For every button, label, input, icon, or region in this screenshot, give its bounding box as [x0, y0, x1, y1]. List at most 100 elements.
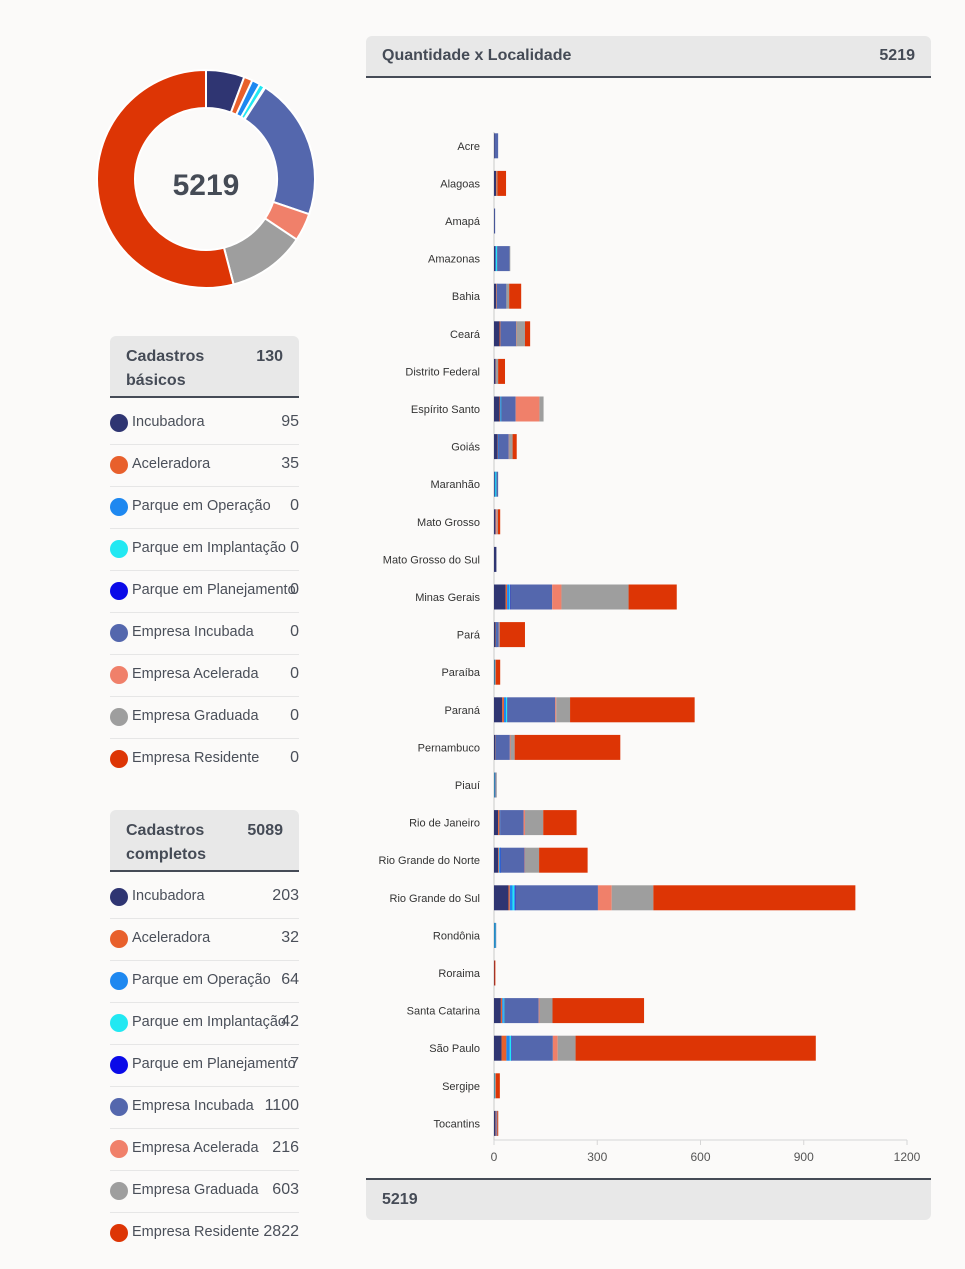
bar-segment[interactable] [500, 810, 524, 836]
bar-segment[interactable] [552, 998, 645, 1024]
bar-segment[interactable] [510, 584, 553, 610]
bar-segment[interactable] [509, 1035, 512, 1061]
bar-segment[interactable] [494, 734, 496, 760]
bar-segment[interactable] [498, 434, 509, 460]
bar-segment[interactable] [494, 584, 506, 610]
bar-segment[interactable] [506, 697, 508, 723]
bar-segment[interactable] [509, 734, 511, 760]
bar-segment[interactable] [496, 509, 497, 535]
bar-segment[interactable] [494, 434, 498, 460]
bar-segment[interactable] [494, 170, 497, 196]
bar-segment[interactable] [494, 1073, 496, 1099]
bar-segment[interactable] [496, 471, 499, 497]
list-item[interactable]: Empresa Residente 2822 [110, 1213, 299, 1254]
list-item[interactable]: Parque em Planejamento 0 [110, 571, 299, 613]
bar-segment[interactable] [524, 321, 531, 347]
bar-segment[interactable] [557, 1035, 576, 1061]
list-item[interactable]: Aceleradora 32 [110, 919, 299, 961]
bar-segment[interactable] [507, 584, 510, 610]
bar-segment[interactable] [496, 734, 510, 760]
bar-segment[interactable] [523, 810, 525, 836]
bar-segment[interactable] [499, 622, 500, 648]
bar-segment[interactable] [555, 697, 557, 723]
bar-segment[interactable] [494, 246, 496, 272]
bar-segment[interactable] [495, 471, 497, 497]
bar-segment[interactable] [494, 659, 495, 685]
bar-segment[interactable] [496, 283, 497, 309]
bar-segment[interactable] [561, 584, 629, 610]
bar-segment[interactable] [494, 697, 503, 723]
bar-segment[interactable] [497, 434, 499, 460]
bar-segment[interactable] [494, 283, 497, 309]
bar-segment[interactable] [514, 734, 621, 760]
bar-segment[interactable] [503, 998, 505, 1024]
bar-segment[interactable] [495, 1110, 497, 1136]
bar-segment[interactable] [495, 358, 497, 384]
bar-segment[interactable] [494, 396, 500, 422]
bar-segment[interactable] [494, 960, 496, 986]
bar-segment[interactable] [552, 1035, 558, 1061]
bar-segment[interactable] [494, 1035, 502, 1061]
list-item[interactable]: Empresa Incubada 1100 [110, 1087, 299, 1129]
bar-segment[interactable] [494, 622, 496, 648]
bar-segment[interactable] [500, 321, 517, 347]
list-item[interactable]: Empresa Residente 0 [110, 739, 299, 780]
bar-segment[interactable] [543, 810, 577, 836]
bar-segment[interactable] [499, 810, 501, 836]
bar-segment[interactable] [498, 810, 500, 836]
bar-segment[interactable] [499, 396, 501, 422]
bar-segment[interactable] [494, 772, 496, 798]
bar-segment[interactable] [496, 509, 498, 535]
bar-segment[interactable] [500, 998, 503, 1024]
bar-segment[interactable] [505, 584, 508, 610]
bar-segment[interactable] [504, 998, 539, 1024]
list-item[interactable]: Parque em Planejamento 7 [110, 1045, 299, 1087]
bar-segment[interactable] [496, 246, 498, 272]
bar-segment[interactable] [512, 434, 517, 460]
bar-segment[interactable] [538, 998, 540, 1024]
bar-segment[interactable] [512, 885, 515, 911]
list-item[interactable]: Incubadora 95 [110, 403, 299, 445]
bar-segment[interactable] [496, 622, 499, 648]
bar-segment[interactable] [509, 283, 522, 309]
bar-segment[interactable] [502, 998, 504, 1024]
bar-segment[interactable] [498, 847, 500, 873]
bar-segment[interactable] [597, 885, 612, 911]
bar-segment[interactable] [506, 283, 510, 309]
bar-segment[interactable] [509, 885, 513, 911]
list-item[interactable]: Empresa Graduada 603 [110, 1171, 299, 1213]
bar-segment[interactable] [539, 998, 553, 1024]
bar-segment[interactable] [509, 584, 510, 610]
bar-segment[interactable] [501, 396, 516, 422]
bar-segment[interactable] [495, 659, 496, 685]
bar-segment[interactable] [495, 659, 501, 685]
bar-segment[interactable] [524, 847, 540, 873]
list-item[interactable]: Empresa Incubada 0 [110, 613, 299, 655]
bar-segment[interactable] [495, 772, 497, 798]
bar-segment[interactable] [524, 810, 544, 836]
bar-segment[interactable] [514, 885, 516, 911]
bar-segment[interactable] [628, 584, 677, 610]
bar-segment[interactable] [494, 847, 499, 873]
bar-segment[interactable] [495, 922, 497, 948]
donut-slice-5[interactable] [243, 86, 316, 216]
list-item[interactable]: Empresa Acelerada 216 [110, 1129, 299, 1171]
bar-segment[interactable] [494, 922, 496, 948]
bar-segment[interactable] [508, 885, 510, 911]
bar-segment[interactable] [495, 509, 497, 535]
bar-segment[interactable] [499, 622, 525, 648]
bar-segment[interactable] [497, 509, 501, 535]
list-item[interactable]: Incubadora 203 [110, 877, 299, 919]
bar-segment[interactable] [570, 697, 695, 723]
bar-segment[interactable] [501, 1035, 507, 1061]
bar-segment[interactable] [511, 1035, 553, 1061]
bar-segment[interactable] [506, 1035, 510, 1061]
bar-segment[interactable] [539, 847, 588, 873]
bar-segment[interactable] [494, 471, 495, 497]
bar-segment[interactable] [494, 208, 496, 234]
list-item[interactable]: Parque em Operação 0 [110, 487, 299, 529]
bar-segment[interactable] [494, 810, 499, 836]
bar-segment[interactable] [497, 170, 507, 196]
bar-segment[interactable] [500, 847, 525, 873]
bar-segment[interactable] [494, 133, 499, 159]
